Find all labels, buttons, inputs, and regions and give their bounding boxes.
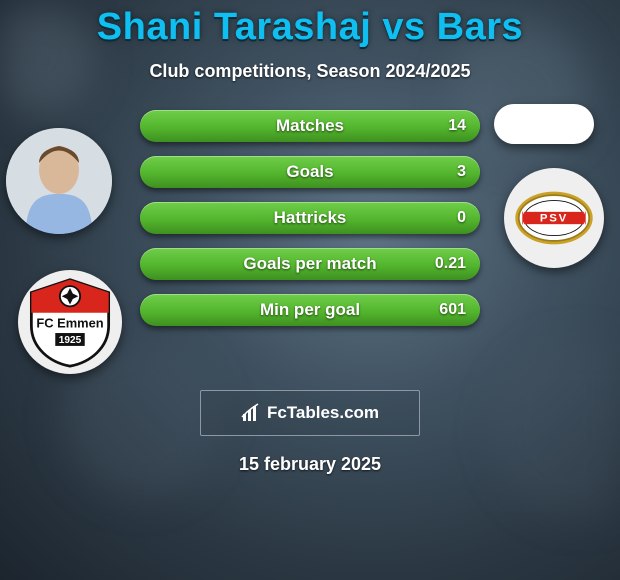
club-badge-right-name: PSV <box>540 213 568 225</box>
club-badge-left: FC Emmen 1925 <box>18 270 122 374</box>
page-title: Shani Tarashaj vs Bars <box>97 6 523 49</box>
stat-bar: Min per goal 601 <box>140 294 480 326</box>
player-right-avatar <box>494 104 594 144</box>
stat-bar-value: 0.21 <box>435 248 466 280</box>
comparison-area: FC Emmen 1925 PSV Matches 14 <box>0 110 620 370</box>
stat-bar-label: Hattricks <box>140 202 480 234</box>
stat-bar: Hattricks 0 <box>140 202 480 234</box>
stats-bars: Matches 14 Goals 3 Hattricks 0 Goals per… <box>140 110 480 326</box>
player-left-avatar <box>6 128 112 234</box>
person-icon <box>6 128 112 234</box>
stat-bar-label: Matches <box>140 110 480 142</box>
page-subtitle: Club competitions, Season 2024/2025 <box>149 61 470 82</box>
club-badge-left-year: 1925 <box>59 335 82 346</box>
stat-bar: Goals 3 <box>140 156 480 188</box>
psv-badge-icon: PSV <box>510 174 598 262</box>
stat-bar-value: 0 <box>457 202 466 234</box>
footer-date: 15 february 2025 <box>239 454 381 475</box>
bar-chart-icon <box>241 403 261 423</box>
stat-bar-value: 601 <box>439 294 466 326</box>
stat-bar-label: Goals <box>140 156 480 188</box>
stat-bar-value: 14 <box>448 110 466 142</box>
club-badge-left-name: FC Emmen <box>36 316 103 331</box>
watermark-text: FcTables.com <box>267 403 379 423</box>
stat-bar: Matches 14 <box>140 110 480 142</box>
stat-bar-label: Min per goal <box>140 294 480 326</box>
stat-bar-value: 3 <box>457 156 466 188</box>
club-badge-right: PSV <box>504 168 604 268</box>
stat-bar-label: Goals per match <box>140 248 480 280</box>
content-root: Shani Tarashaj vs Bars Club competitions… <box>0 0 620 580</box>
shield-icon: FC Emmen 1925 <box>24 276 116 368</box>
stat-bar: Goals per match 0.21 <box>140 248 480 280</box>
watermark: FcTables.com <box>200 390 420 436</box>
